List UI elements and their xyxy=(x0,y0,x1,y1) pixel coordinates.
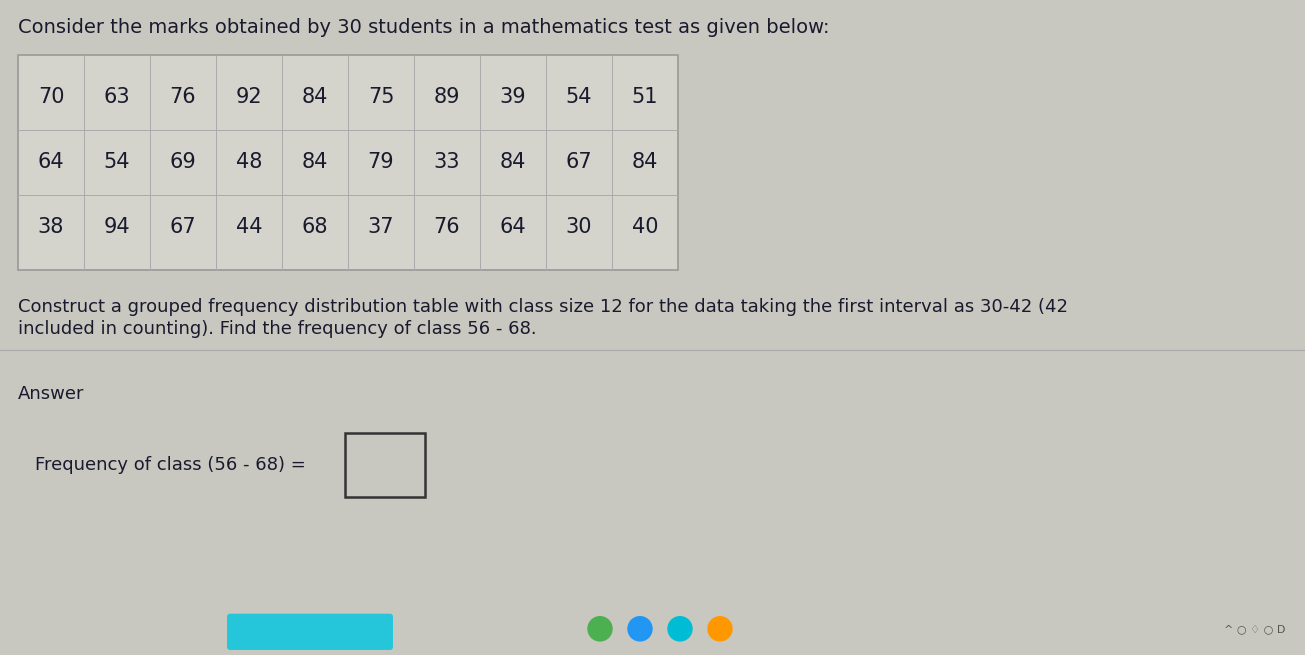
Text: Answer: Answer xyxy=(18,384,85,403)
Text: 79: 79 xyxy=(368,153,394,172)
Text: 67: 67 xyxy=(565,153,592,172)
Text: 92: 92 xyxy=(236,87,262,107)
Text: 70: 70 xyxy=(38,87,64,107)
Text: 51: 51 xyxy=(632,87,658,107)
Text: 30: 30 xyxy=(566,217,592,237)
Text: 37: 37 xyxy=(368,217,394,237)
Bar xyxy=(18,55,679,270)
Text: 94: 94 xyxy=(103,217,130,237)
Text: 44: 44 xyxy=(236,217,262,237)
Circle shape xyxy=(709,617,732,641)
Text: Consider the marks obtained by 30 students in a mathematics test as given below:: Consider the marks obtained by 30 studen… xyxy=(18,18,830,37)
Text: Frequency of class (56 - 68) =: Frequency of class (56 - 68) = xyxy=(35,456,305,474)
Text: included in counting). Find the frequency of class 56 - 68.: included in counting). Find the frequenc… xyxy=(18,320,536,338)
Text: 63: 63 xyxy=(103,87,130,107)
Text: Construct a grouped frequency distribution table with class size 12 for the data: Construct a grouped frequency distributi… xyxy=(18,298,1067,316)
Text: 84: 84 xyxy=(301,153,328,172)
Text: 39: 39 xyxy=(500,87,526,107)
Text: 48: 48 xyxy=(236,153,262,172)
FancyBboxPatch shape xyxy=(227,614,393,650)
Text: 76: 76 xyxy=(433,217,461,237)
Text: 54: 54 xyxy=(566,87,592,107)
Text: 84: 84 xyxy=(500,153,526,172)
Text: 33: 33 xyxy=(433,153,461,172)
Text: 76: 76 xyxy=(170,87,196,107)
Text: 75: 75 xyxy=(368,87,394,107)
Bar xyxy=(345,433,425,496)
Text: 38: 38 xyxy=(38,217,64,237)
Text: 67: 67 xyxy=(170,217,196,237)
Text: 64: 64 xyxy=(38,153,64,172)
Text: 89: 89 xyxy=(433,87,461,107)
Text: 64: 64 xyxy=(500,217,526,237)
Text: 84: 84 xyxy=(301,87,328,107)
Text: 84: 84 xyxy=(632,153,658,172)
Circle shape xyxy=(668,617,692,641)
Text: 69: 69 xyxy=(170,153,196,172)
Circle shape xyxy=(628,617,652,641)
Text: 68: 68 xyxy=(301,217,329,237)
Text: ^ ○ ♢ ○ D: ^ ○ ♢ ○ D xyxy=(1224,624,1285,634)
Text: 54: 54 xyxy=(104,153,130,172)
Circle shape xyxy=(589,617,612,641)
Text: 40: 40 xyxy=(632,217,658,237)
